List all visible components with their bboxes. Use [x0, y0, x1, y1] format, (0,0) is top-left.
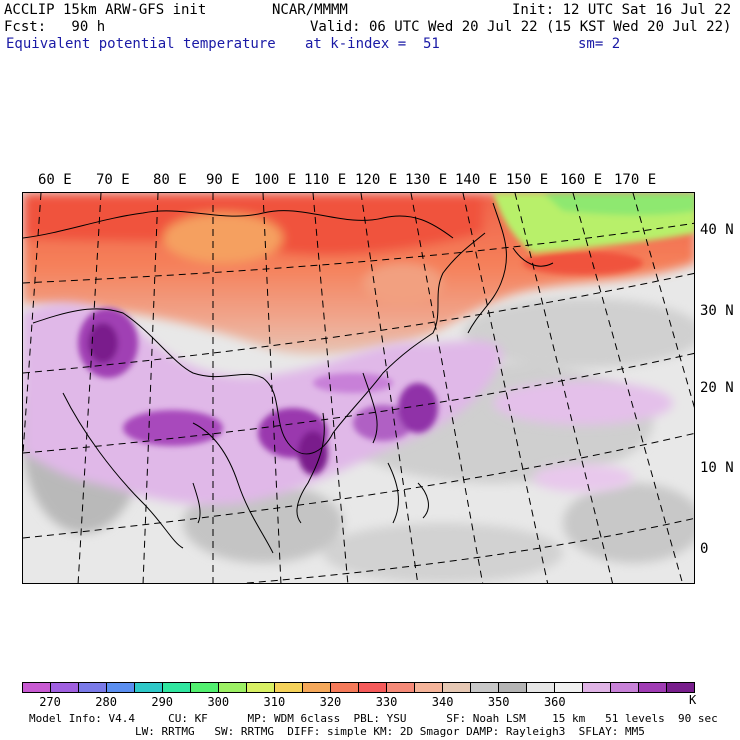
colorbar-swatch [639, 683, 667, 692]
lon-label: 100 E [254, 172, 297, 188]
lon-label: 130 E [405, 172, 448, 188]
lon-label: 70 E [96, 172, 130, 188]
lon-label: 160 E [560, 172, 603, 188]
lat-label: 40 N [700, 222, 734, 238]
colorbar-tick-label: 360 [543, 695, 566, 709]
theta-e-map [22, 192, 695, 584]
colorbar-swatch [443, 683, 471, 692]
smoothing-label: sm= 2 [578, 36, 621, 52]
model-info-line2: LW: RRTMG SW: RRTMG DIFF: simple KM: 2D … [29, 725, 645, 738]
model-info-line1: Model Info: V4.4 CU: KF MP: WDM 6class P… [29, 712, 718, 725]
forecast-hour: Fcst: 90 h [4, 19, 106, 35]
center-label: NCAR/MMMM [272, 2, 348, 18]
coastlines [23, 202, 554, 554]
colorbar-swatch [51, 683, 79, 692]
colorbar-swatch [415, 683, 443, 692]
colorbar-swatch [107, 683, 135, 692]
cool-pocket [493, 193, 694, 275]
colorbar-unit: K [689, 693, 697, 707]
init-time: Init: 12 UTC Sat 16 Jul 22 [512, 2, 732, 18]
colorbar-tick-label: 290 [151, 695, 174, 709]
colorbar-tick-label: 300 [207, 695, 230, 709]
lat-label: 30 N [700, 303, 734, 319]
model-title: ACCLIP 15km ARW-GFS init [4, 2, 207, 18]
lat-label: 10 N [700, 460, 734, 476]
colorbar-swatch [359, 683, 387, 692]
colorbar-swatch [527, 683, 555, 692]
colorbar-swatch [275, 683, 303, 692]
colorbar-swatch [611, 683, 639, 692]
colorbar-swatch [387, 683, 415, 692]
lon-label: 110 E [304, 172, 347, 188]
colorbar-swatch [331, 683, 359, 692]
level-label: at k-index = 51 [305, 36, 440, 52]
colorbar-swatch [303, 683, 331, 692]
lon-label: 150 E [506, 172, 549, 188]
colorbar-tick-label: 350 [487, 695, 510, 709]
colorbar-swatch [667, 683, 694, 692]
colorbar-swatch [79, 683, 107, 692]
colorbar-tick-label: 340 [431, 695, 454, 709]
colorbar-swatch [163, 683, 191, 692]
colorbar-tick-label: 330 [375, 695, 398, 709]
colorbar-swatch [23, 683, 51, 692]
colorbar-tick-label: 320 [319, 695, 342, 709]
lon-label: 140 E [455, 172, 498, 188]
lon-label: 60 E [38, 172, 72, 188]
colorbar-tick-label: 310 [263, 695, 286, 709]
colorbar-swatch [499, 683, 527, 692]
colorbar-swatch [555, 683, 583, 692]
graticule [23, 193, 694, 583]
field-name: Equivalent potential temperature [6, 36, 276, 52]
lat-label: 0 [700, 541, 709, 557]
colorbar-swatch [583, 683, 611, 692]
lon-label: 90 E [206, 172, 240, 188]
colorbar-swatch [247, 683, 275, 692]
colorbar-swatch [191, 683, 219, 692]
lon-label: 170 E [614, 172, 657, 188]
valid-time: Valid: 06 UTC Wed 20 Jul 22 (15 KST Wed … [310, 19, 732, 35]
lat-label: 20 N [700, 380, 734, 396]
lon-label: 80 E [153, 172, 187, 188]
colorbar-swatch [135, 683, 163, 692]
lon-label: 120 E [355, 172, 398, 188]
colorbar-tick-label: 270 [39, 695, 61, 709]
colorbar-swatch [471, 683, 499, 692]
colorbar [22, 682, 695, 693]
map-svg [23, 193, 694, 583]
high-theta-e-region [23, 303, 673, 505]
colorbar-tick-label: 280 [95, 695, 117, 709]
colorbar-swatch [219, 683, 247, 692]
